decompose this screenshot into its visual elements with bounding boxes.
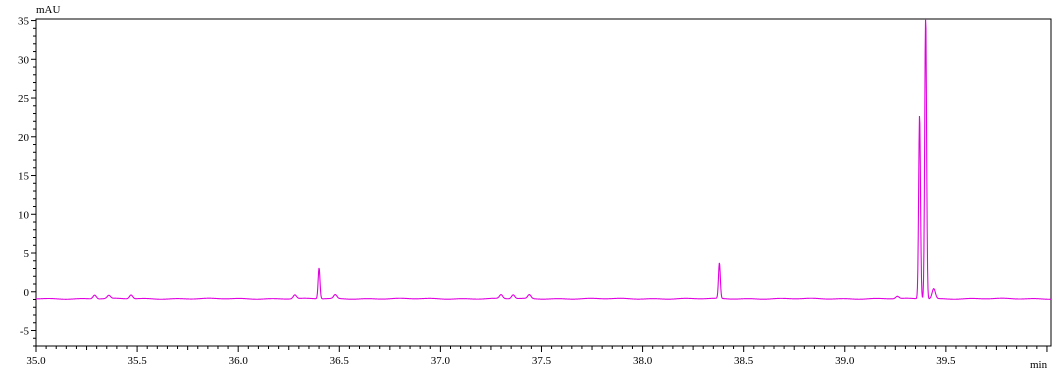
- plot-border: [35, 18, 1052, 347]
- y-tick-label: -5: [20, 326, 30, 338]
- x-tick-label: 35.5: [127, 355, 147, 367]
- x-tick-label: 36.0: [229, 355, 249, 367]
- y-axis: -5 0 5 10 15 20 25 30 35: [18, 16, 36, 347]
- y-tick-label: 0: [24, 287, 30, 299]
- y-tick-label: 30: [18, 54, 30, 66]
- plot-frame: [35, 18, 1052, 347]
- x-tick-label: 39.5: [936, 355, 956, 367]
- y-unit-label: mAU: [36, 4, 61, 16]
- x-unit-label: min: [1030, 359, 1048, 371]
- x-tick-label: 37.5: [532, 355, 552, 367]
- x-tick-label: 37.0: [431, 355, 451, 367]
- x-tick-label: 39.0: [835, 355, 855, 367]
- x-axis: 35.0 35.5 36.0 36.5 37.0 37.5 38.0 38.5 39.0 39.5: [26, 346, 1048, 367]
- x-tick-label: 38.5: [734, 355, 754, 367]
- y-tick-label: 5: [24, 248, 30, 260]
- x-tick-label: 35.0: [26, 355, 46, 367]
- y-tick-label: 25: [18, 93, 30, 105]
- y-tick-label: 10: [18, 209, 30, 221]
- trace-layer: [35, 18, 1051, 300]
- y-tick-label: 20: [18, 132, 30, 144]
- x-tick-label: 38.0: [633, 355, 653, 367]
- x-tick-label: 36.5: [330, 355, 350, 367]
- y-tick-label: 35: [18, 16, 30, 28]
- signal-trace: [35, 18, 1051, 300]
- y-tick-label: 15: [18, 171, 30, 183]
